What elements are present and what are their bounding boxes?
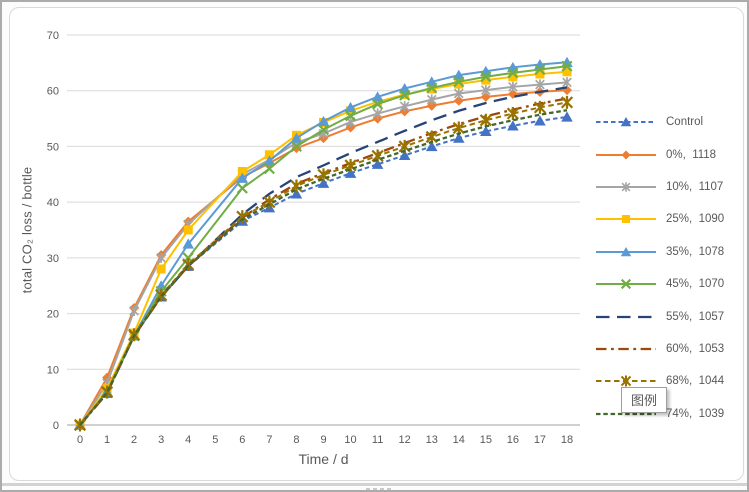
legend-item-control[interactable]: Control xyxy=(595,106,724,138)
x-tick-label: 17 xyxy=(534,434,546,446)
series-line-pct74[interactable] xyxy=(79,109,568,426)
legend-item-pct74[interactable]: 74%, 1039 xyxy=(595,398,724,430)
y-tick-label: 60 xyxy=(47,86,59,98)
legend-item-pct60[interactable]: 60%, 1053 xyxy=(595,333,724,365)
legend[interactable]: Control 0%, 1118 10%, 1107 25%, 1090 35%, 10… xyxy=(595,106,724,430)
series-line-pct25[interactable] xyxy=(79,70,568,426)
x-tick-label: 3 xyxy=(158,434,164,446)
legend-item-label: 25%, 1090 xyxy=(666,213,725,226)
legend-item-label: 35%, 1078 xyxy=(666,245,725,258)
series-line-pct60[interactable] xyxy=(79,97,568,426)
x-tick-label: 15 xyxy=(480,434,492,446)
y-tick-label: 50 xyxy=(47,141,59,153)
legend-item-pct45[interactable]: 45%, 1070 xyxy=(595,268,724,300)
series-line-pct55[interactable] xyxy=(79,86,568,426)
series-line-pct68[interactable] xyxy=(79,101,568,426)
legend-item-label: 60%, 1053 xyxy=(666,342,725,355)
y-tick-label: 30 xyxy=(47,253,59,265)
legend-item-pct0[interactable]: 0%, 1118 xyxy=(595,138,724,170)
legend-key-control xyxy=(596,117,656,127)
legend-key-pct25 xyxy=(596,215,656,224)
x-tick-label: 1 xyxy=(104,434,110,446)
y-tick-label: 10 xyxy=(47,364,59,376)
legend-key-pct0 xyxy=(596,150,656,160)
y-axis-title: total CO₂ loss / bottle xyxy=(19,166,35,294)
y-tick-label: 70 xyxy=(47,30,59,42)
legend-item-label: 55%, 1057 xyxy=(666,310,725,323)
x-tick-label: 10 xyxy=(344,434,356,446)
x-tick-label: 2 xyxy=(131,434,137,446)
legend-key-pct10 xyxy=(596,182,656,192)
legend-tooltip: 图例 xyxy=(621,387,668,413)
legend-item-pct35[interactable]: 35%, 1078 xyxy=(595,236,724,268)
legend-item-label: 45%, 1070 xyxy=(666,278,725,291)
x-tick-label: 0 xyxy=(77,434,83,446)
x-tick-label: 5 xyxy=(212,434,218,446)
x-tick-label: 18 xyxy=(561,434,573,446)
legend-item-label: 0%, 1118 xyxy=(666,148,717,161)
x-axis-title: Time / d xyxy=(298,451,349,467)
legend-item-pct68[interactable]: 68%, 1044 xyxy=(595,365,724,397)
legend-item-pct55[interactable]: 55%, 1057 xyxy=(595,300,724,332)
y-tick-label: 0 xyxy=(53,420,59,432)
legend-item-label: 10%, 1107 xyxy=(666,180,724,193)
x-tick-label: 4 xyxy=(185,434,191,446)
series-line-pct10[interactable] xyxy=(79,81,568,426)
resize-grip-dots[interactable] xyxy=(366,488,391,490)
x-tick-label: 8 xyxy=(293,434,299,446)
x-tick-label: 12 xyxy=(399,434,411,446)
legend-key-pct35 xyxy=(596,246,656,256)
x-tick-label: 11 xyxy=(372,434,383,446)
legend-item-pct25[interactable]: 25%, 1090 xyxy=(595,203,724,235)
x-tick-label: 9 xyxy=(320,434,326,446)
legend-key-pct45 xyxy=(596,279,656,290)
legend-item-label: 68%, 1044 xyxy=(666,375,725,388)
x-tick-label: 6 xyxy=(239,434,245,446)
y-tick-label: 20 xyxy=(47,309,59,321)
legend-item-pct10[interactable]: 10%, 1107 xyxy=(595,171,724,203)
legend-key-pct55 xyxy=(596,315,656,318)
x-tick-label: 16 xyxy=(507,434,519,446)
x-tick-label: 14 xyxy=(453,434,465,446)
legend-key-pct68 xyxy=(596,375,656,387)
x-tick-label: 7 xyxy=(266,434,272,446)
legend-item-label: 74%, 1039 xyxy=(666,407,725,420)
series-markers-control[interactable] xyxy=(74,111,573,430)
legend-item-label: Control xyxy=(666,116,704,129)
legend-key-pct60 xyxy=(596,347,656,351)
legend-key-pct74 xyxy=(596,412,656,415)
y-tick-label: 40 xyxy=(47,197,59,209)
x-tick-label: 13 xyxy=(426,434,438,446)
series-line-pct35[interactable] xyxy=(79,61,568,426)
pane-divider xyxy=(2,483,747,486)
